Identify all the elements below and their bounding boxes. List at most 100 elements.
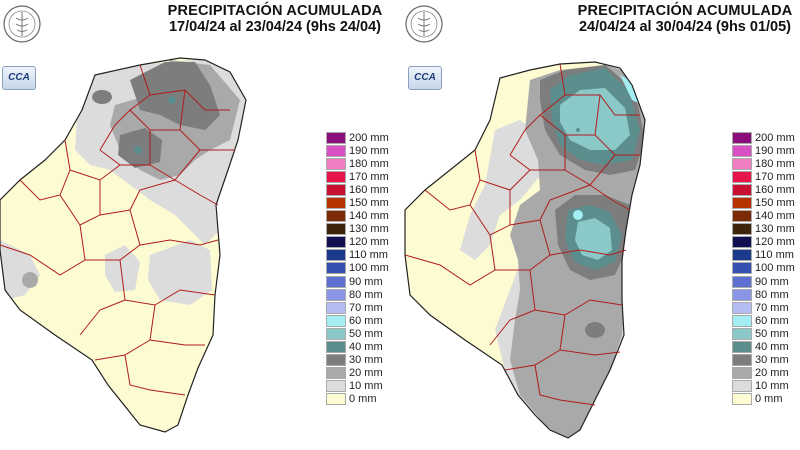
legend-swatch — [326, 183, 346, 196]
legend-swatch — [326, 314, 346, 327]
precipitation-map-right — [404, 61, 646, 439]
legend-row: 120 mm — [732, 236, 800, 249]
legend-label: 140 mm — [755, 210, 795, 223]
legend-swatch — [326, 367, 346, 380]
legend-row: 80 mm — [326, 288, 396, 301]
legend-label: 190 mm — [349, 144, 389, 157]
legend-swatch — [732, 288, 752, 301]
legend-label: 100 mm — [755, 262, 795, 275]
legend-row: 110 mm — [326, 249, 396, 262]
legend-swatch — [732, 380, 752, 393]
legend-label: 50 mm — [755, 327, 789, 340]
legend-label: 150 mm — [349, 197, 389, 210]
legend-label: 80 mm — [349, 288, 383, 301]
legend-swatch — [732, 197, 752, 210]
map-panel-right: PRECIPITACIÓN ACUMULADA 24/04/24 al 30/0… — [400, 0, 800, 450]
legend-label: 140 mm — [349, 210, 389, 223]
legend-row: 180 mm — [326, 157, 396, 170]
legend-row: 10 mm — [326, 380, 396, 393]
legend-swatch — [732, 236, 752, 249]
legend-swatch — [732, 157, 752, 170]
legend-row: 160 mm — [732, 183, 800, 196]
legend-row: 90 mm — [326, 275, 396, 288]
legend-row: 100 mm — [326, 262, 396, 275]
legend-label: 150 mm — [755, 197, 795, 210]
legend-label: 20 mm — [349, 367, 383, 380]
legend-label: 130 mm — [349, 223, 389, 236]
legend-swatch — [732, 314, 752, 327]
precipitation-map-left — [0, 57, 247, 433]
legend-swatch — [732, 144, 752, 157]
legend-right: 200 mm 190 mm 180 mm 170 mm 160 mm 150 m… — [732, 131, 800, 406]
legend-swatch — [732, 183, 752, 196]
legend-label: 200 mm — [349, 131, 389, 144]
title-line2: 24/04/24 al 30/04/24 (9hs 01/05) — [578, 19, 792, 35]
legend-label: 120 mm — [755, 236, 795, 249]
legend-label: 40 mm — [349, 341, 383, 354]
legend-row: 30 mm — [326, 354, 396, 367]
legend-row: 170 mm — [732, 170, 800, 183]
legend-swatch — [732, 249, 752, 262]
legend-row: 70 mm — [732, 301, 800, 314]
legend-swatch — [326, 197, 346, 210]
legend-swatch — [732, 131, 752, 144]
legend-label: 100 mm — [349, 262, 389, 275]
legend-swatch — [326, 144, 346, 157]
zone-30mm-north — [130, 62, 220, 130]
bolsa-cereales-seal-icon — [405, 5, 443, 43]
legend-label: 90 mm — [755, 275, 789, 288]
map-title-right: PRECIPITACIÓN ACUMULADA 24/04/24 al 30/0… — [560, 3, 800, 35]
legend-row: 60 mm — [732, 314, 800, 327]
legend-swatch — [326, 249, 346, 262]
zone-40mm-dot — [576, 128, 580, 132]
legend-row: 30 mm — [732, 354, 800, 367]
legend-row: 170 mm — [326, 170, 396, 183]
legend-swatch — [732, 327, 752, 340]
legend-label: 30 mm — [755, 354, 789, 367]
province-outline — [404, 61, 646, 439]
legend-label: 10 mm — [755, 380, 789, 393]
legend-label: 20 mm — [755, 367, 789, 380]
legend-label: 200 mm — [755, 131, 795, 144]
legend-label: 190 mm — [755, 144, 795, 157]
legend-label: 50 mm — [349, 327, 383, 340]
zone-40mm-east — [134, 146, 142, 154]
legend-row: 200 mm — [326, 131, 396, 144]
legend-label: 120 mm — [349, 236, 389, 249]
legend-row: 70 mm — [326, 301, 396, 314]
legend-swatch — [732, 393, 752, 406]
legend-label: 180 mm — [755, 157, 795, 170]
legend-swatch — [326, 380, 346, 393]
legend-swatch — [732, 210, 752, 223]
zone-10mm-south — [105, 245, 140, 292]
cca-logo: CCA — [408, 66, 442, 90]
legend-row: 190 mm — [732, 144, 800, 157]
legend-swatch — [326, 275, 346, 288]
legend-label: 110 mm — [349, 249, 388, 262]
legend-label: 160 mm — [349, 183, 389, 196]
legend-row: 130 mm — [326, 223, 396, 236]
legend-label: 30 mm — [349, 354, 383, 367]
legend-swatch — [326, 354, 346, 367]
legend-row: 60 mm — [326, 314, 396, 327]
title-line1: PRECIPITACIÓN ACUMULADA — [167, 3, 383, 19]
legend-left: 200 mm 190 mm 180 mm 170 mm 160 mm 150 m… — [326, 131, 396, 406]
legend-label: 10 mm — [349, 380, 383, 393]
zone-10mm-west — [460, 120, 545, 260]
legend-label: 180 mm — [349, 157, 389, 170]
legend-label: 160 mm — [755, 183, 795, 196]
legend-row: 90 mm — [732, 275, 800, 288]
cca-logo: CCA — [2, 66, 36, 90]
legend-row: 110 mm — [732, 249, 800, 262]
legend-row: 130 mm — [732, 223, 800, 236]
legend-swatch — [326, 236, 346, 249]
legend-row: 10 mm — [732, 380, 800, 393]
zone-10mm-central — [148, 240, 212, 305]
legend-swatch — [326, 288, 346, 301]
legend-row: 40 mm — [326, 341, 396, 354]
legend-swatch — [732, 341, 752, 354]
bolsa-cereales-seal-icon — [3, 5, 41, 43]
legend-row: 40 mm — [732, 341, 800, 354]
legend-row: 50 mm — [732, 327, 800, 340]
legend-label: 170 mm — [755, 170, 795, 183]
